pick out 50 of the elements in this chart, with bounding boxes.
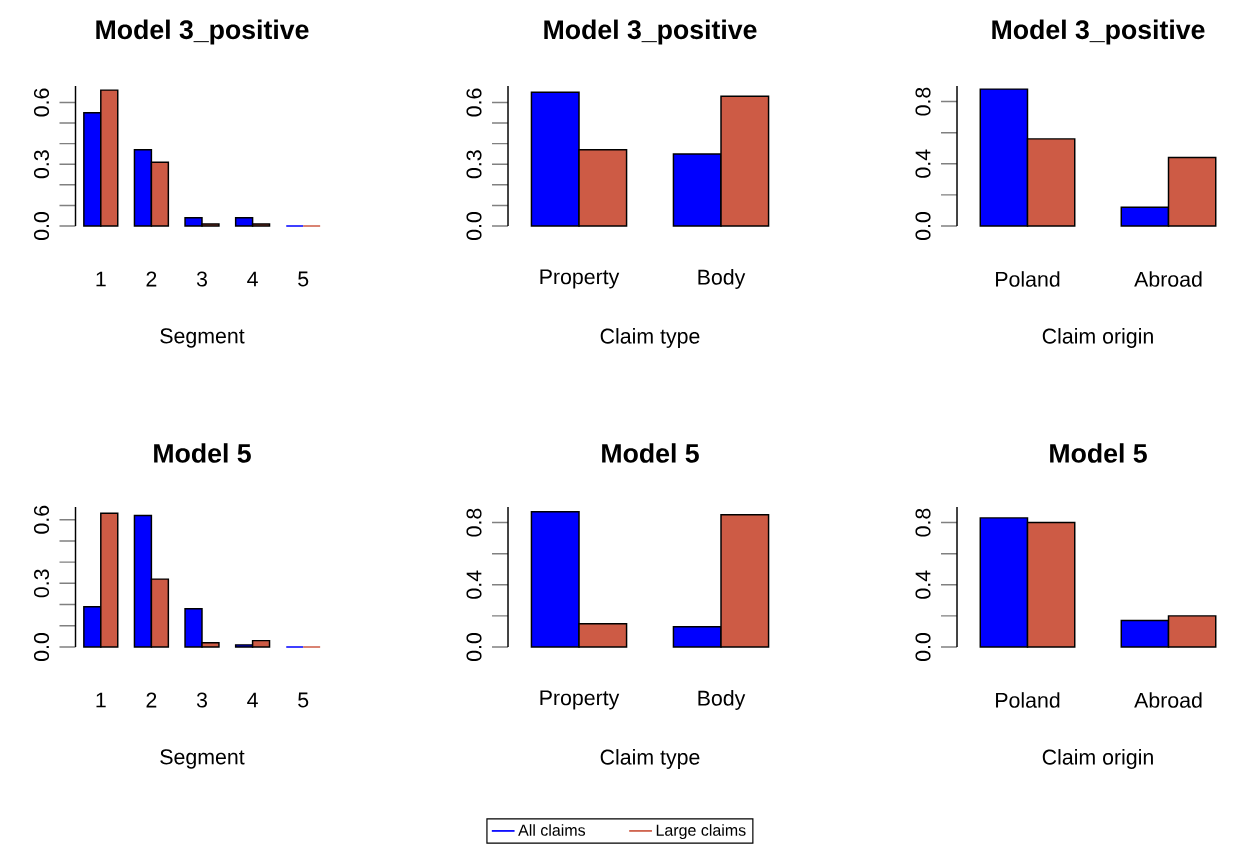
chart-title: Model 5 — [1050, 443, 1147, 463]
x-tick-label: 4 — [247, 692, 258, 708]
x-axis-title: Claim type — [600, 328, 700, 348]
x-tick-label: Property — [540, 690, 620, 710]
x-tick-label: Abroad — [1134, 271, 1202, 287]
x-tick-label: Poland — [996, 692, 1060, 708]
y-tick-label: 0.8 — [915, 87, 931, 116]
x-tick-label: Body — [698, 690, 746, 710]
y-tick-label: 0.0 — [33, 633, 50, 661]
chart-title: Model 3_positive — [544, 19, 757, 45]
y-tick-label: 0.6 — [33, 505, 50, 534]
legend-label: Large claims — [656, 824, 746, 840]
y-tick-label: 0.0 — [466, 633, 482, 661]
x-axis-title: Claim type — [600, 749, 700, 769]
x-tick-label: 2 — [146, 271, 157, 287]
x-tick-label: 3 — [196, 692, 207, 708]
y-tick-label: 0.0 — [33, 212, 50, 240]
x-tick-label: 2 — [146, 692, 157, 708]
y-tick-label: 0.3 — [33, 569, 50, 598]
x-axis-title: Claim origin — [1042, 749, 1153, 769]
y-tick-label: 0.8 — [915, 508, 931, 537]
x-tick-label: Poland — [996, 271, 1060, 287]
x-axis-title: Segment — [160, 749, 245, 769]
x-tick-label: Body — [698, 269, 746, 289]
y-tick-label: 0.0 — [915, 212, 931, 240]
y-tick-label: 0.0 — [466, 212, 482, 240]
chart-title: Model 3_positive — [992, 19, 1205, 45]
y-tick-label: 0.4 — [915, 149, 931, 178]
x-tick-label: Abroad — [1134, 692, 1202, 708]
y-tick-label: 0.6 — [466, 88, 482, 117]
chart-title: Model 3_positive — [96, 19, 309, 45]
x-tick-label: Property — [540, 269, 620, 289]
chart-title: Model 5 — [602, 443, 699, 463]
x-tick-label: 4 — [247, 271, 258, 287]
y-tick-label: 0.3 — [33, 150, 50, 179]
x-tick-label: 1 — [96, 692, 106, 708]
y-tick-label: 0.0 — [915, 633, 931, 661]
chart-title: Model 5 — [154, 443, 251, 463]
x-tick-label: 5 — [298, 271, 309, 287]
y-tick-label: 0.8 — [466, 508, 482, 537]
x-tick-label: 3 — [196, 271, 207, 287]
x-axis-title: Segment — [160, 328, 245, 348]
x-axis-title: Claim origin — [1042, 328, 1153, 348]
y-tick-label: 0.4 — [466, 570, 482, 599]
legend-label: All claims — [518, 824, 586, 836]
y-tick-label: 0.6 — [33, 88, 50, 117]
y-tick-label: 0.4 — [915, 570, 931, 599]
x-tick-label: 1 — [96, 271, 106, 287]
x-tick-label: 5 — [298, 692, 309, 708]
y-tick-label: 0.3 — [466, 150, 482, 179]
